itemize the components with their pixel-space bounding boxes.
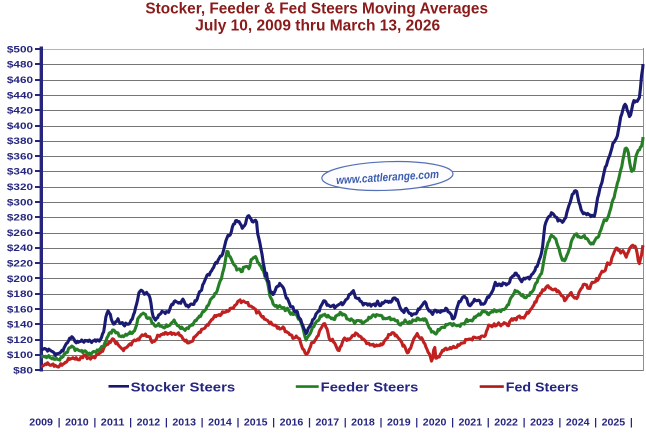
svg-text:$440: $440	[7, 90, 33, 101]
svg-text:$400: $400	[7, 121, 33, 132]
svg-text:$240: $240	[7, 243, 33, 254]
svg-text:2021: 2021	[459, 418, 483, 429]
svg-text:Stocker Steers: Stocker Steers	[131, 380, 236, 395]
svg-text:2024: 2024	[566, 418, 590, 429]
svg-text:$380: $380	[7, 136, 33, 147]
svg-text:2025: 2025	[602, 418, 626, 429]
svg-text:2019: 2019	[387, 418, 411, 429]
svg-text:|: |	[165, 418, 168, 429]
svg-text:|: |	[451, 418, 454, 429]
svg-text:|: |	[58, 418, 61, 429]
svg-text:2012: 2012	[137, 418, 161, 429]
svg-text:July 10, 2009 thru March 13, 2: July 10, 2009 thru March 13, 2026	[195, 17, 440, 34]
svg-text:|: |	[201, 418, 204, 429]
svg-text:$300: $300	[7, 197, 33, 208]
svg-text:Fed Steers: Fed Steers	[506, 380, 579, 395]
svg-text:$100: $100	[7, 350, 33, 361]
svg-text:$140: $140	[7, 320, 33, 331]
svg-text:|: |	[129, 418, 132, 429]
svg-text:|: |	[94, 418, 97, 429]
svg-text:2010: 2010	[65, 418, 89, 429]
svg-text:2022: 2022	[494, 418, 518, 429]
svg-text:|: |	[487, 418, 490, 429]
svg-text:|: |	[380, 418, 383, 429]
svg-text:|: |	[415, 418, 418, 429]
svg-text:$340: $340	[7, 167, 33, 178]
svg-text:2009: 2009	[29, 418, 53, 429]
svg-text:2016: 2016	[280, 418, 304, 429]
svg-text:$500: $500	[7, 44, 33, 55]
svg-text:2014: 2014	[208, 418, 232, 429]
svg-text:2020: 2020	[423, 418, 447, 429]
svg-text:$200: $200	[7, 274, 33, 285]
svg-text:|: |	[594, 418, 597, 429]
svg-text:2023: 2023	[530, 418, 554, 429]
svg-text:2015: 2015	[244, 418, 268, 429]
svg-text:|: |	[272, 418, 275, 429]
svg-text:$420: $420	[7, 106, 33, 117]
svg-text:2017: 2017	[316, 418, 340, 429]
svg-text:$320: $320	[7, 182, 33, 193]
svg-text:Stocker, Feeder & Fed Steers M: Stocker, Feeder & Fed Steers Moving Aver…	[145, 1, 488, 18]
svg-text:2013: 2013	[172, 418, 196, 429]
svg-text:$460: $460	[7, 75, 33, 86]
svg-text:$160: $160	[7, 304, 33, 315]
svg-text:|: |	[344, 418, 347, 429]
svg-text:$80: $80	[13, 366, 33, 377]
svg-text:|: |	[237, 418, 240, 429]
svg-text:Feeder Steers: Feeder Steers	[321, 380, 419, 395]
svg-text:$120: $120	[7, 335, 33, 346]
svg-text:|: |	[308, 418, 311, 429]
svg-text:2011: 2011	[101, 418, 125, 429]
svg-text:$360: $360	[7, 151, 33, 162]
svg-text:$260: $260	[7, 228, 33, 239]
svg-text:$280: $280	[7, 213, 33, 224]
svg-text:$180: $180	[7, 289, 33, 300]
svg-text:$220: $220	[7, 259, 33, 270]
svg-text:|: |	[523, 418, 526, 429]
svg-text:|: |	[559, 418, 562, 429]
svg-text:|: |	[630, 418, 633, 429]
svg-text:2018: 2018	[351, 418, 375, 429]
svg-text:$480: $480	[7, 60, 33, 71]
